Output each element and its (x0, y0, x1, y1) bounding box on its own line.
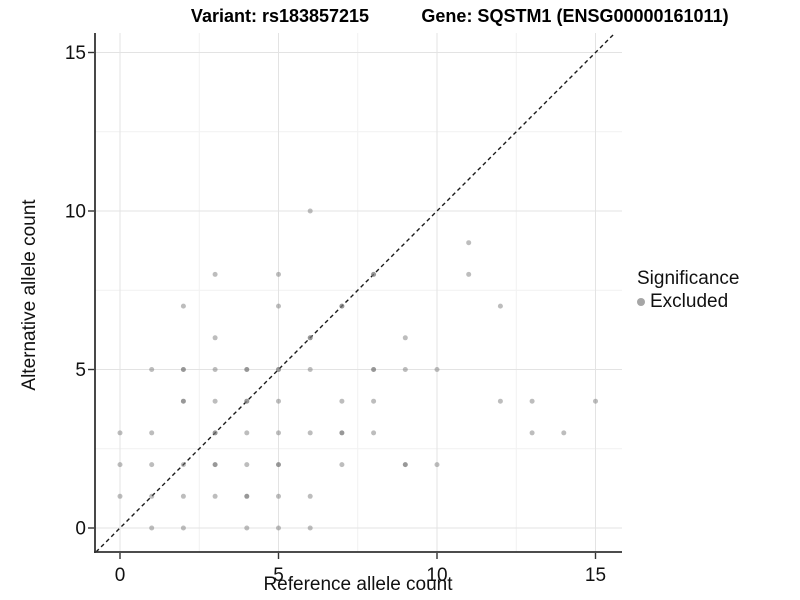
data-point (149, 525, 155, 531)
data-point (212, 398, 218, 404)
data-point (276, 367, 281, 372)
data-point (180, 303, 186, 309)
data-point (212, 335, 218, 341)
legend: Significance Excluded (637, 268, 739, 313)
data-point (276, 303, 281, 309)
data-point (529, 398, 535, 404)
y-tick-label: 10 (65, 202, 86, 223)
data-point (497, 398, 503, 404)
y-tick-label: 5 (75, 360, 86, 381)
gene-title: Gene: SQSTM1 (ENSG00000161011) (421, 6, 729, 26)
data-point (307, 430, 313, 436)
data-point (212, 430, 218, 436)
legend-item-label: Excluded (650, 291, 729, 312)
data-point (402, 462, 408, 468)
x-tick-label: 0 (115, 565, 126, 586)
data-point (466, 271, 472, 277)
data-point (149, 493, 155, 499)
x-tick-label: 15 (585, 565, 606, 586)
data-point (244, 430, 250, 436)
data-point (117, 462, 123, 468)
data-point (339, 398, 345, 404)
data-point (497, 303, 503, 309)
y-tick-label: 15 (65, 43, 86, 64)
data-point (276, 525, 281, 531)
data-point (180, 367, 186, 372)
x-axis-label: Reference allele count (263, 574, 453, 595)
data-point (434, 462, 440, 468)
data-point (276, 271, 281, 277)
data-point (466, 240, 472, 246)
data-point (307, 525, 313, 531)
legend-item: Excluded (637, 291, 739, 313)
data-point (529, 430, 535, 436)
data-point (244, 493, 250, 499)
data-point (212, 462, 218, 468)
variant-title: Variant: rs183857215 (190, 6, 370, 26)
y-tick-label: 0 (75, 519, 86, 540)
data-point (307, 208, 313, 214)
data-point (212, 367, 218, 372)
data-point (402, 367, 408, 372)
data-point (180, 493, 186, 499)
data-point (212, 271, 218, 277)
data-point (307, 367, 313, 372)
data-point (434, 367, 440, 372)
data-point (593, 398, 598, 404)
data-point (276, 398, 281, 404)
data-point (402, 335, 408, 341)
data-point (180, 525, 186, 531)
data-point (212, 493, 218, 499)
data-point (371, 398, 377, 404)
legend-title: Significance (637, 268, 740, 289)
data-point (244, 462, 250, 468)
data-point (276, 462, 281, 468)
y-axis-label: Alternative allele count (19, 199, 40, 391)
identity-line (95, 32, 616, 553)
data-point (117, 430, 123, 436)
data-point (276, 430, 281, 436)
data-point (339, 303, 345, 309)
data-point (339, 462, 345, 468)
data-point (371, 367, 377, 372)
data-point (561, 430, 567, 436)
data-point (339, 430, 345, 436)
x-tick-label: 10 (426, 565, 447, 586)
legend-dot-icon (637, 298, 645, 306)
data-point (371, 271, 377, 277)
x-tick-label: 5 (273, 565, 284, 586)
data-point (180, 462, 186, 468)
data-point (149, 430, 155, 436)
data-point (149, 462, 155, 468)
data-point (244, 525, 250, 531)
data-point (180, 398, 186, 404)
data-point (244, 367, 250, 372)
data-point (149, 367, 155, 372)
data-point (307, 335, 313, 341)
data-point (276, 493, 281, 499)
data-point (371, 430, 377, 436)
data-point (307, 493, 313, 499)
data-point (117, 493, 123, 499)
data-point (244, 398, 250, 404)
